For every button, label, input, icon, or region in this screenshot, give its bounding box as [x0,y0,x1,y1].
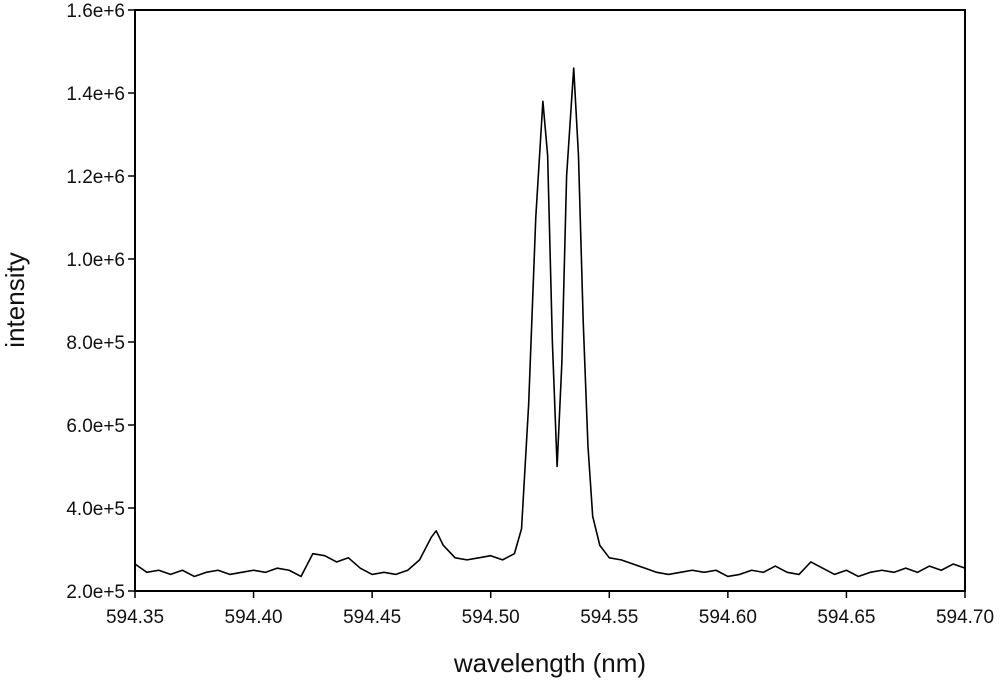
plot-frame [134,9,966,592]
x-tick-label: 594.70 [936,607,994,628]
x-tick-label: 594.50 [462,607,520,628]
y-tick-label: 1.4e+6 [66,84,125,105]
y-tick-label: 1.2e+6 [66,167,125,188]
y-tick-label: 1.0e+6 [66,250,125,271]
x-tick-label: 594.55 [580,607,638,628]
y-tick-label: 2.0e+5 [66,582,125,603]
y-tick-label: 4.0e+5 [66,499,125,520]
y-tick-label: 6.0e+5 [66,416,125,437]
x-axis-label: wavelength (nm) [453,648,646,678]
x-tick-label: 594.40 [225,607,283,628]
line [134,67,966,578]
x-tick-label: 594.60 [699,607,757,628]
y-tick-label: 1.6e+6 [66,1,125,22]
y-axis-label: intensity [0,252,30,347]
y-tick-label: 8.0e+5 [66,333,125,354]
x-tick-label: 594.45 [343,607,401,628]
x-tick-label: 594.65 [817,607,875,628]
x-tick-label: 594.35 [106,607,164,628]
